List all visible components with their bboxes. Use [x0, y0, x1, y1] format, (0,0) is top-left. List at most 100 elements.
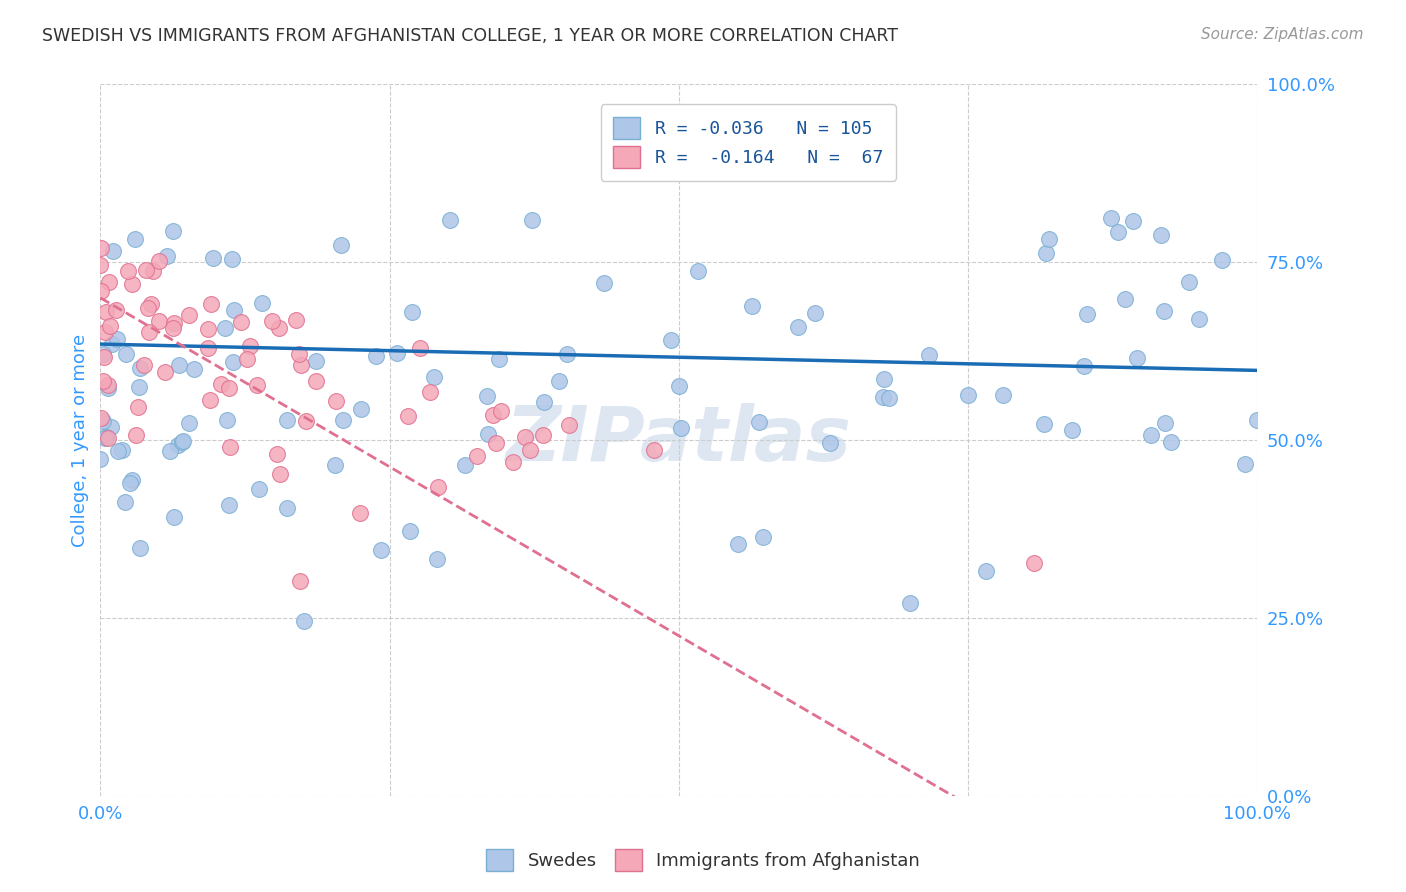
Point [167, 358, 190, 372]
Point [752, 530, 775, 544]
Point [477, 427, 499, 442]
Point [643, 443, 665, 458]
Point [117, 264, 139, 278]
Point [197, 341, 219, 355]
Point [531, 428, 554, 442]
Point [101, 244, 124, 258]
Point [454, 458, 477, 473]
Point [97, 377, 120, 392]
Point [748, 415, 770, 429]
Point [170, 435, 193, 450]
Point [114, 495, 136, 509]
Point [290, 359, 312, 373]
Point [295, 414, 318, 428]
Point [217, 413, 239, 427]
Point [898, 596, 921, 610]
Point [956, 388, 979, 402]
Point [398, 524, 420, 538]
Point [330, 238, 353, 252]
Point [439, 212, 461, 227]
Point [423, 370, 446, 384]
Point [1114, 292, 1136, 306]
Point [872, 391, 894, 405]
Point [94, 304, 117, 318]
Point [1126, 351, 1149, 365]
Point [162, 224, 184, 238]
Point [132, 358, 155, 372]
Point [89, 452, 111, 467]
Point [409, 341, 432, 355]
Point [522, 212, 544, 227]
Point [239, 339, 262, 353]
Point [125, 428, 148, 442]
Point [305, 354, 328, 368]
Point [121, 473, 143, 487]
Point [533, 395, 555, 409]
Point [1211, 252, 1233, 267]
Point [269, 467, 291, 482]
Point [197, 322, 219, 336]
Point [276, 412, 298, 426]
Point [787, 320, 810, 334]
Point [818, 436, 841, 450]
Point [183, 362, 205, 376]
Point [94, 325, 117, 339]
Point [558, 417, 581, 432]
Point [148, 253, 170, 268]
Point [292, 615, 315, 629]
Point [475, 389, 498, 403]
Point [93, 351, 115, 365]
Point [741, 299, 763, 313]
Point [1122, 214, 1144, 228]
Point [1099, 211, 1122, 225]
Point [485, 436, 508, 450]
Point [138, 325, 160, 339]
Point [502, 455, 524, 469]
Point [873, 372, 896, 386]
Point [1035, 246, 1057, 260]
Point [135, 263, 157, 277]
Point [90, 411, 112, 425]
Point [96, 430, 118, 444]
Point [91, 375, 114, 389]
Point [1178, 275, 1201, 289]
Point [1153, 304, 1175, 318]
Point [129, 541, 152, 556]
Point [427, 479, 450, 493]
Point [804, 305, 827, 319]
Point [593, 276, 616, 290]
Point [686, 263, 709, 277]
Point [89, 258, 111, 272]
Point [266, 447, 288, 461]
Point [177, 416, 200, 430]
Point [1060, 424, 1083, 438]
Point [250, 296, 273, 310]
Point [349, 506, 371, 520]
Point [163, 510, 186, 524]
Point [111, 442, 134, 457]
Point [219, 441, 242, 455]
Point [323, 458, 346, 472]
Point [222, 302, 245, 317]
Point [156, 249, 179, 263]
Point [97, 431, 120, 445]
Text: SWEDISH VS IMMIGRANTS FROM AFGHANISTAN COLLEGE, 1 YEAR OR MORE CORRELATION CHART: SWEDISH VS IMMIGRANTS FROM AFGHANISTAN C… [42, 27, 898, 45]
Point [668, 379, 690, 393]
Point [519, 442, 541, 457]
Point [482, 408, 505, 422]
Point [93, 431, 115, 445]
Point [305, 374, 328, 388]
Point [200, 297, 222, 311]
Point [974, 564, 997, 578]
Point [557, 347, 579, 361]
Point [100, 336, 122, 351]
Point [401, 305, 423, 319]
Point [127, 400, 149, 414]
Point [104, 302, 127, 317]
Point [385, 346, 408, 360]
Point [370, 542, 392, 557]
Point [209, 376, 232, 391]
Point [879, 391, 901, 405]
Point [1160, 435, 1182, 450]
Legend: R = -0.036   N = 105, R =  -0.164   N =  67: R = -0.036 N = 105, R = -0.164 N = 67 [600, 104, 896, 181]
